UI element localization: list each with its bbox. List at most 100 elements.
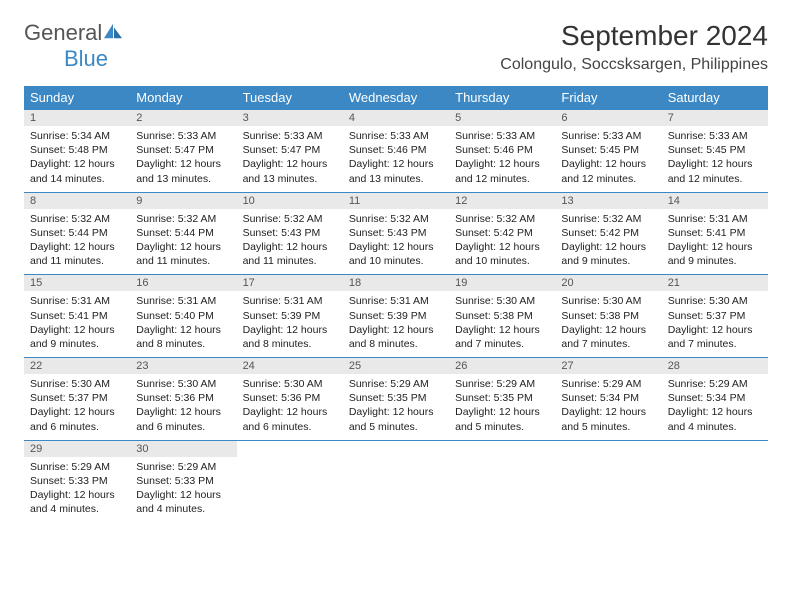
sunrise-line: Sunrise: 5:31 AM [136,294,230,308]
calendar-day-cell: 24Sunrise: 5:30 AMSunset: 5:36 PMDayligh… [237,358,343,441]
calendar-week-row: 15Sunrise: 5:31 AMSunset: 5:41 PMDayligh… [24,275,768,358]
sunrise-line: Sunrise: 5:29 AM [668,377,762,391]
day-number: 21 [662,275,768,291]
day-body: Sunrise: 5:32 AMSunset: 5:44 PMDaylight:… [130,209,236,275]
daylight-line: Daylight: 12 hours and 4 minutes. [136,488,230,516]
day-number: 16 [130,275,236,291]
daylight-line: Daylight: 12 hours and 10 minutes. [349,240,443,268]
day-number: 1 [24,110,130,126]
sunset-line: Sunset: 5:38 PM [561,309,655,323]
calendar-day-cell [343,440,449,522]
calendar-day-cell: 3Sunrise: 5:33 AMSunset: 5:47 PMDaylight… [237,110,343,193]
calendar-day-cell: 19Sunrise: 5:30 AMSunset: 5:38 PMDayligh… [449,275,555,358]
day-body: Sunrise: 5:32 AMSunset: 5:43 PMDaylight:… [237,209,343,275]
daylight-line: Daylight: 12 hours and 7 minutes. [455,323,549,351]
day-number: 26 [449,358,555,374]
day-body: Sunrise: 5:33 AMSunset: 5:46 PMDaylight:… [343,126,449,192]
weekday-header: Thursday [449,86,555,110]
sunset-line: Sunset: 5:35 PM [455,391,549,405]
brand-name-2: Blue [64,46,108,71]
daylight-line: Daylight: 12 hours and 8 minutes. [349,323,443,351]
daylight-line: Daylight: 12 hours and 4 minutes. [30,488,124,516]
calendar-day-cell: 2Sunrise: 5:33 AMSunset: 5:47 PMDaylight… [130,110,236,193]
calendar-day-cell: 10Sunrise: 5:32 AMSunset: 5:43 PMDayligh… [237,192,343,275]
sunrise-line: Sunrise: 5:32 AM [349,212,443,226]
daylight-line: Daylight: 12 hours and 9 minutes. [668,240,762,268]
calendar-day-cell: 6Sunrise: 5:33 AMSunset: 5:45 PMDaylight… [555,110,661,193]
sunrise-line: Sunrise: 5:31 AM [30,294,124,308]
day-body: Sunrise: 5:29 AMSunset: 5:33 PMDaylight:… [24,457,130,523]
day-number: 23 [130,358,236,374]
sunset-line: Sunset: 5:44 PM [136,226,230,240]
daylight-line: Daylight: 12 hours and 11 minutes. [30,240,124,268]
day-body: Sunrise: 5:29 AMSunset: 5:35 PMDaylight:… [449,374,555,440]
daylight-line: Daylight: 12 hours and 4 minutes. [668,405,762,433]
sunrise-line: Sunrise: 5:33 AM [668,129,762,143]
calendar-day-cell [662,440,768,522]
sunrise-line: Sunrise: 5:30 AM [243,377,337,391]
calendar-day-cell: 5Sunrise: 5:33 AMSunset: 5:46 PMDaylight… [449,110,555,193]
weekday-header: Tuesday [237,86,343,110]
day-number: 25 [343,358,449,374]
weekday-header: Sunday [24,86,130,110]
day-body: Sunrise: 5:33 AMSunset: 5:45 PMDaylight:… [555,126,661,192]
calendar-day-cell: 11Sunrise: 5:32 AMSunset: 5:43 PMDayligh… [343,192,449,275]
day-body: Sunrise: 5:31 AMSunset: 5:41 PMDaylight:… [24,291,130,357]
daylight-line: Daylight: 12 hours and 12 minutes. [561,157,655,185]
daylight-line: Daylight: 12 hours and 12 minutes. [455,157,549,185]
day-number: 10 [237,193,343,209]
daylight-line: Daylight: 12 hours and 10 minutes. [455,240,549,268]
daylight-line: Daylight: 12 hours and 5 minutes. [349,405,443,433]
daylight-line: Daylight: 12 hours and 12 minutes. [668,157,762,185]
sunset-line: Sunset: 5:44 PM [30,226,124,240]
sunrise-line: Sunrise: 5:30 AM [455,294,549,308]
sunrise-line: Sunrise: 5:32 AM [455,212,549,226]
weekday-header: Monday [130,86,236,110]
day-body: Sunrise: 5:30 AMSunset: 5:38 PMDaylight:… [449,291,555,357]
sunset-line: Sunset: 5:38 PM [455,309,549,323]
calendar-day-cell: 12Sunrise: 5:32 AMSunset: 5:42 PMDayligh… [449,192,555,275]
sunset-line: Sunset: 5:36 PM [243,391,337,405]
calendar-day-cell [449,440,555,522]
sunset-line: Sunset: 5:46 PM [349,143,443,157]
weekday-header: Wednesday [343,86,449,110]
calendar-day-cell: 21Sunrise: 5:30 AMSunset: 5:37 PMDayligh… [662,275,768,358]
weekday-header: Friday [555,86,661,110]
daylight-line: Daylight: 12 hours and 7 minutes. [668,323,762,351]
daylight-line: Daylight: 12 hours and 13 minutes. [243,157,337,185]
sunset-line: Sunset: 5:43 PM [243,226,337,240]
day-body: Sunrise: 5:29 AMSunset: 5:34 PMDaylight:… [662,374,768,440]
day-number: 4 [343,110,449,126]
sunrise-line: Sunrise: 5:29 AM [455,377,549,391]
daylight-line: Daylight: 12 hours and 5 minutes. [455,405,549,433]
day-body: Sunrise: 5:30 AMSunset: 5:36 PMDaylight:… [130,374,236,440]
sunrise-line: Sunrise: 5:29 AM [136,460,230,474]
day-number: 20 [555,275,661,291]
calendar-day-cell: 13Sunrise: 5:32 AMSunset: 5:42 PMDayligh… [555,192,661,275]
daylight-line: Daylight: 12 hours and 11 minutes. [243,240,337,268]
sunset-line: Sunset: 5:47 PM [243,143,337,157]
daylight-line: Daylight: 12 hours and 13 minutes. [349,157,443,185]
calendar-week-row: 22Sunrise: 5:30 AMSunset: 5:37 PMDayligh… [24,358,768,441]
calendar-day-cell: 1Sunrise: 5:34 AMSunset: 5:48 PMDaylight… [24,110,130,193]
calendar-day-cell: 25Sunrise: 5:29 AMSunset: 5:35 PMDayligh… [343,358,449,441]
day-number: 18 [343,275,449,291]
sunrise-line: Sunrise: 5:30 AM [136,377,230,391]
daylight-line: Daylight: 12 hours and 7 minutes. [561,323,655,351]
sunset-line: Sunset: 5:45 PM [668,143,762,157]
calendar-day-cell: 26Sunrise: 5:29 AMSunset: 5:35 PMDayligh… [449,358,555,441]
daylight-line: Daylight: 12 hours and 8 minutes. [136,323,230,351]
sunrise-line: Sunrise: 5:33 AM [349,129,443,143]
day-body: Sunrise: 5:34 AMSunset: 5:48 PMDaylight:… [24,126,130,192]
day-number: 7 [662,110,768,126]
calendar-day-cell [555,440,661,522]
daylight-line: Daylight: 12 hours and 6 minutes. [136,405,230,433]
sunrise-line: Sunrise: 5:30 AM [561,294,655,308]
sunrise-line: Sunrise: 5:33 AM [455,129,549,143]
day-number: 29 [24,441,130,457]
day-body: Sunrise: 5:31 AMSunset: 5:41 PMDaylight:… [662,209,768,275]
calendar-day-cell: 18Sunrise: 5:31 AMSunset: 5:39 PMDayligh… [343,275,449,358]
calendar-day-cell: 27Sunrise: 5:29 AMSunset: 5:34 PMDayligh… [555,358,661,441]
calendar-day-cell: 15Sunrise: 5:31 AMSunset: 5:41 PMDayligh… [24,275,130,358]
sunset-line: Sunset: 5:37 PM [668,309,762,323]
